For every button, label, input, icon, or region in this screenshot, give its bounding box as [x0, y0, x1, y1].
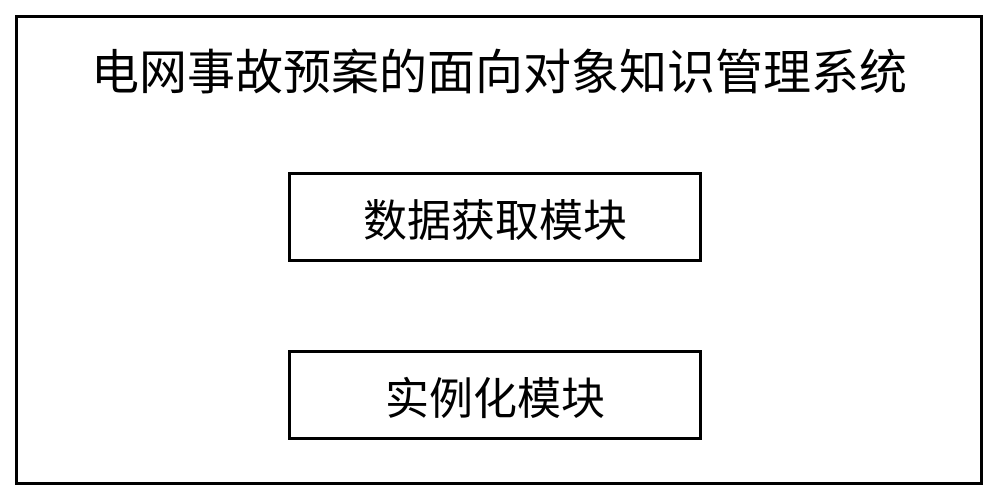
- module-instantiation-label: 实例化模块: [385, 363, 605, 427]
- module-data-acquisition-label: 数据获取模块: [363, 185, 627, 249]
- system-title: 电网事故预案的面向对象知识管理系统: [37, 33, 961, 103]
- module-instantiation: 实例化模块: [288, 350, 702, 440]
- module-data-acquisition: 数据获取模块: [288, 172, 702, 262]
